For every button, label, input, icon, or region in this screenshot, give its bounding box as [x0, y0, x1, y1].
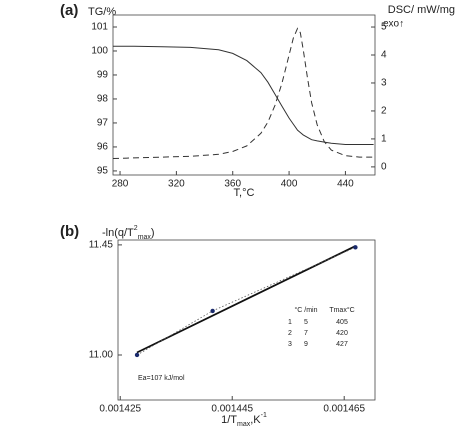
x-label-sup: -1 [261, 412, 267, 419]
x-tick-label: 320 [168, 179, 185, 190]
y-tick-label: 95 [97, 166, 109, 177]
y-label-sub: max [138, 234, 152, 241]
x-tick-label: 0.001465 [323, 404, 365, 415]
panel-label: (b) [60, 223, 79, 240]
y2-tick-label: 4 [381, 50, 387, 61]
y2-tick-label: 5 [381, 22, 387, 33]
table-header: Tmax°C [329, 306, 354, 314]
y2-tick-label: 0 [381, 162, 387, 173]
x-axis-label: 1/Tmax,K-1 [221, 412, 267, 428]
y-tick-label: 11.00 [89, 350, 114, 361]
data-point [134, 352, 140, 358]
x-label-part: ,K [250, 414, 261, 426]
table-cell: 427 [336, 341, 348, 348]
y2-tick-label: 2 [381, 106, 387, 117]
y-tick-label: 101 [91, 22, 108, 33]
y-tick-label: 99 [97, 70, 109, 81]
y2-tick-label: 3 [381, 78, 387, 89]
y-label-sup: 2 [134, 225, 138, 232]
y-axis-label: -ln(q/T2max) [102, 225, 155, 241]
x-label-sub: max [237, 421, 251, 428]
x-tick-label: 280 [112, 179, 129, 190]
table-header: °C /min [294, 306, 317, 314]
table-cell: 9 [304, 341, 308, 348]
data-line [112, 27, 374, 159]
table-cell: 5 [304, 319, 308, 326]
x-tick-label: 360 [224, 179, 241, 190]
table-cell: 7 [304, 330, 308, 337]
y-tick-label: 96 [97, 142, 109, 153]
y-tick-label: 98 [97, 94, 109, 105]
y-label-part: ) [151, 227, 155, 239]
x-tick-label: 0.001445 [211, 404, 253, 415]
y-tick-label: 11.45 [89, 240, 114, 251]
data-point [353, 245, 358, 250]
y-axis-label: TG/% [88, 6, 116, 18]
x-label-part: 1/T [221, 414, 237, 426]
y-tick-label: 97 [97, 118, 109, 129]
x-axis-label: T,°C [234, 187, 255, 199]
x-tick-label: 0.001425 [99, 404, 141, 415]
table-cell: 405 [336, 319, 348, 326]
x-tick-label: 440 [337, 179, 354, 190]
y2-tick-label: 1 [381, 134, 387, 145]
table-cell: 3 [288, 341, 292, 348]
panel-label: (a) [60, 2, 78, 19]
y2-axis-label: DSC/ mW/mg [388, 4, 455, 16]
data-line [113, 45, 374, 145]
connect-line [136, 246, 356, 356]
table-cell: 420 [336, 330, 348, 337]
data-point [210, 308, 215, 314]
table-cell: 1 [288, 319, 292, 326]
table-cell: 2 [288, 330, 292, 337]
y-tick-label: 100 [91, 46, 108, 57]
plot-frame [112, 14, 376, 176]
annotation: Ea=107 kJ/mol [138, 375, 185, 382]
plot-frame [117, 239, 376, 401]
x-tick-label: 400 [281, 179, 298, 190]
y-label-part: -ln(q/T [102, 227, 134, 239]
annotation: exo↑ [383, 19, 404, 30]
